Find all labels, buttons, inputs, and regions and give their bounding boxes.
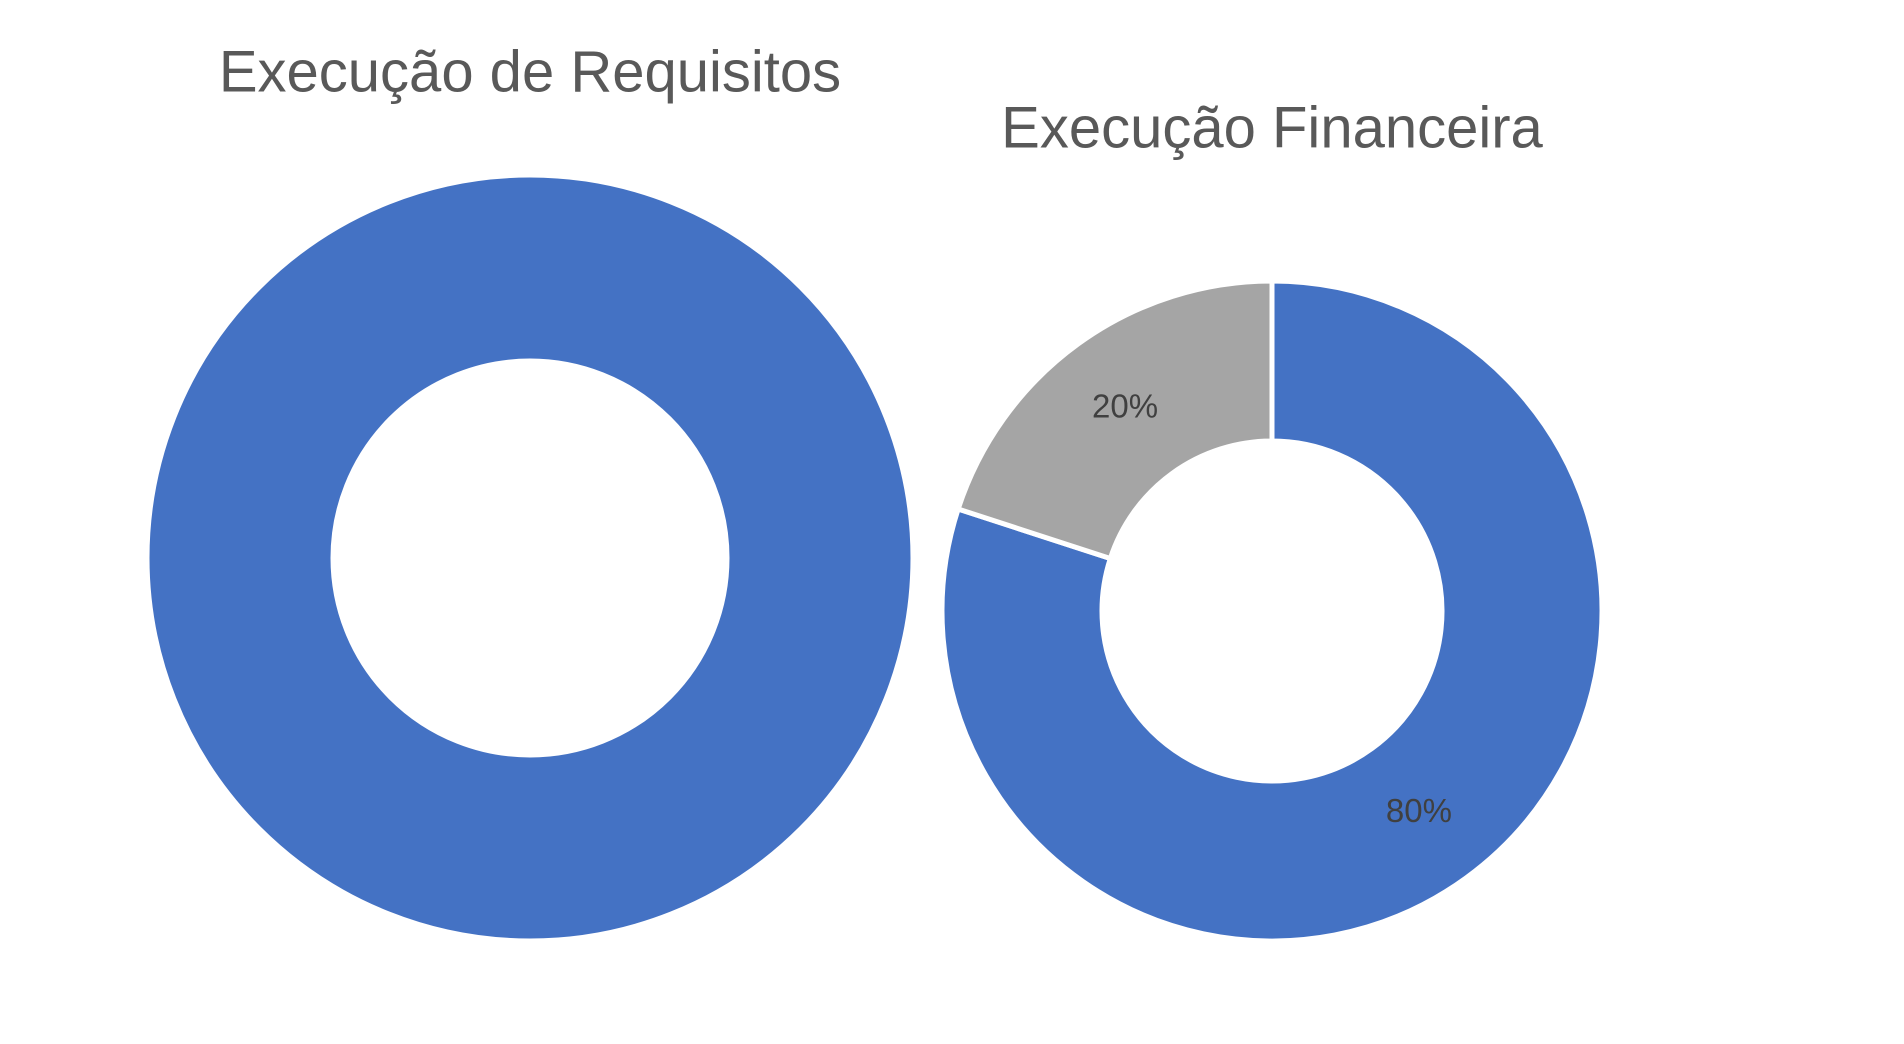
data-label: 80% bbox=[1386, 792, 1452, 829]
data-label: 20% bbox=[1092, 387, 1158, 424]
chart-title: Execução de Requisitos bbox=[219, 39, 841, 104]
chart-title: Execução Financeira bbox=[1001, 95, 1543, 160]
donut-segment bbox=[144, 172, 916, 944]
donut-segment bbox=[939, 278, 1605, 944]
donut-segment bbox=[954, 278, 1275, 562]
